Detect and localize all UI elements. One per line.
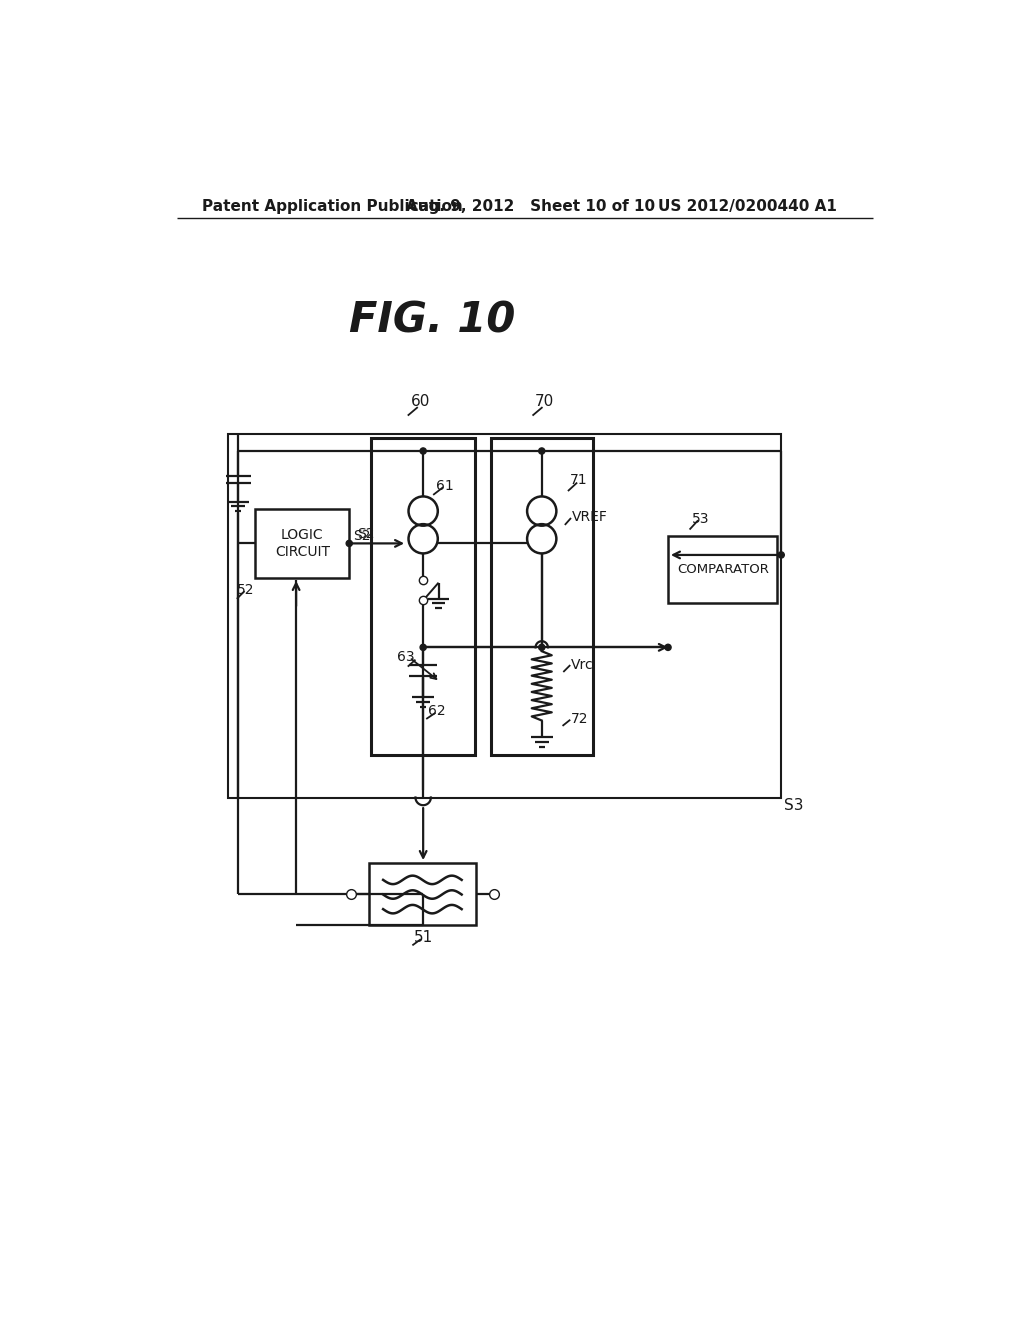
Text: 63: 63 xyxy=(397,651,415,664)
Text: S2: S2 xyxy=(357,527,375,541)
Circle shape xyxy=(539,644,545,651)
Circle shape xyxy=(420,447,426,454)
Circle shape xyxy=(420,644,426,651)
Text: 51: 51 xyxy=(414,931,433,945)
Text: S2: S2 xyxy=(353,529,371,544)
Circle shape xyxy=(778,552,784,558)
Text: VREF: VREF xyxy=(571,511,607,524)
Text: LOGIC
CIRCUIT: LOGIC CIRCUIT xyxy=(274,528,330,558)
Text: 72: 72 xyxy=(571,711,589,726)
Text: Aug. 9, 2012   Sheet 10 of 10: Aug. 9, 2012 Sheet 10 of 10 xyxy=(407,198,655,214)
Circle shape xyxy=(665,644,671,651)
Bar xyxy=(228,434,781,797)
Bar xyxy=(371,438,475,755)
Circle shape xyxy=(346,540,352,546)
Text: 61: 61 xyxy=(436,479,454,492)
Circle shape xyxy=(539,447,545,454)
Text: FIG. 10: FIG. 10 xyxy=(349,300,516,341)
Text: COMPARATOR: COMPARATOR xyxy=(677,564,769,576)
Text: 62: 62 xyxy=(428,705,445,718)
Bar xyxy=(490,438,593,755)
Text: 60: 60 xyxy=(411,395,430,409)
Text: 71: 71 xyxy=(570,474,588,487)
Text: 53: 53 xyxy=(691,512,709,525)
Bar xyxy=(370,863,475,924)
Bar xyxy=(668,536,777,603)
Text: 52: 52 xyxy=(238,582,255,597)
Text: Patent Application Publication: Patent Application Publication xyxy=(202,198,463,214)
Text: 70: 70 xyxy=(536,395,554,409)
Bar xyxy=(255,508,349,578)
Text: Vrc: Vrc xyxy=(571,659,594,672)
Text: US 2012/0200440 A1: US 2012/0200440 A1 xyxy=(658,198,837,214)
Text: S3: S3 xyxy=(783,797,803,813)
